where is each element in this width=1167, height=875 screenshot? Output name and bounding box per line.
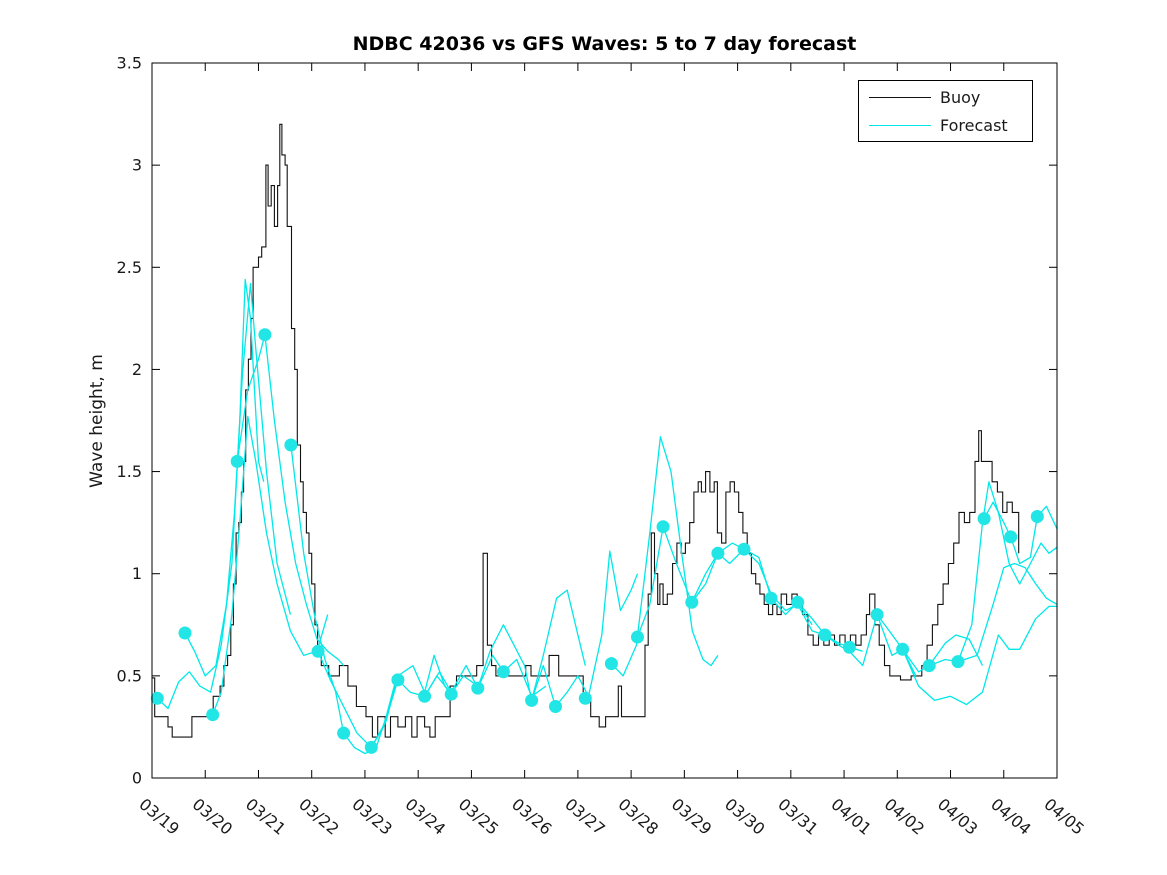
forecast-markers — [150, 328, 1044, 754]
axes — [151, 62, 1058, 779]
y-tick-label: 3.5 — [117, 54, 142, 73]
buoy-series-line — [152, 123, 1020, 738]
forecast-marker — [150, 691, 164, 705]
x-tick-label: 03/24 — [402, 795, 450, 839]
x-tick-label: 03/28 — [615, 795, 663, 839]
forecast-marker — [284, 438, 298, 452]
x-tick-label: 04/04 — [987, 795, 1035, 839]
forecast-series-line-1 — [184, 282, 292, 677]
forecast-marker — [418, 689, 432, 703]
buoy-line-swatch — [869, 96, 931, 98]
forecast-series-line-18 — [983, 501, 1058, 565]
y-axis-title: Wave height, m — [87, 354, 107, 488]
forecast-marker — [496, 665, 510, 679]
chart-title: NDBC 42036 vs GFS Waves: 5 to 7 day fore… — [352, 33, 857, 55]
forecast-marker — [549, 700, 562, 713]
y-tick-labels: 0 0.5 1 1.5 2 2.5 3 3.5 — [117, 54, 142, 788]
forecast-series-line-16 — [902, 605, 1057, 706]
forecast-marker — [842, 640, 856, 654]
forecast-marker — [258, 328, 272, 342]
forecast-series-line-10 — [610, 436, 719, 677]
x-tick-label: 03/27 — [561, 795, 609, 839]
x-tick-labels: 03/19 03/20 03/21 03/22 03/23 03/24 03/25 03/26… — [135, 795, 1088, 839]
forecast-marker — [977, 512, 991, 526]
forecast-marker — [737, 542, 751, 556]
forecast-series-line-3 — [236, 334, 345, 667]
forecast-marker — [578, 691, 592, 705]
forecast-marker — [685, 595, 699, 609]
forecast-series-line-0 — [156, 278, 265, 710]
forecast-series-line-12 — [691, 542, 813, 626]
x-tick-label: 03/21 — [242, 795, 290, 839]
x-tick-label: 04/03 — [934, 795, 982, 839]
x-tick-label: 03/30 — [721, 795, 769, 839]
x-tick-label: 03/29 — [668, 795, 716, 839]
forecast-marker — [656, 520, 670, 534]
forecast-series-line-19 — [957, 562, 1058, 663]
forecast-marker — [364, 740, 378, 754]
y-tick-label: 1.5 — [117, 462, 142, 481]
forecast-marker — [631, 630, 644, 644]
x-tick-label: 03/26 — [508, 795, 556, 839]
forecast-marker — [178, 626, 192, 640]
x-tick-label: 03/22 — [295, 795, 343, 839]
x-tick-label: 04/02 — [881, 795, 929, 839]
forecast-marker — [818, 628, 832, 642]
forecast-marker — [951, 655, 965, 669]
x-tick-label: 03/20 — [189, 795, 237, 839]
x-tick-label: 03/31 — [774, 795, 822, 839]
legend-label-buoy: Buoy — [940, 87, 981, 107]
y-tick-label: 0 — [132, 769, 142, 788]
y-tick-label: 2 — [132, 360, 142, 379]
forecast-marker — [337, 726, 351, 740]
forecast-marker — [1004, 530, 1018, 544]
forecast-marker — [764, 591, 778, 605]
forecast-series-line-9 — [530, 550, 639, 708]
forecast-marker — [471, 681, 485, 695]
forecast-marker — [922, 659, 936, 673]
x-tick-label: 03/19 — [135, 795, 183, 839]
forecast-marker — [206, 708, 220, 722]
forecast-marker — [444, 687, 458, 701]
legend-box: Buoy Forecast — [858, 80, 1033, 142]
forecast-series-line-14 — [797, 601, 917, 677]
y-tick-label: 1 — [132, 564, 142, 583]
forecast-series-line-8 — [477, 589, 586, 702]
forecast-marker — [230, 454, 244, 468]
y-tick-label: 3 — [132, 156, 142, 175]
forecast-line-swatch — [869, 124, 931, 126]
x-tick-label: 03/23 — [348, 795, 396, 839]
x-tick-label: 04/01 — [827, 795, 875, 839]
forecast-marker — [870, 608, 884, 622]
legend-row-buoy: Buoy — [859, 86, 1032, 108]
forecast-marker — [711, 546, 725, 560]
forecast-marker — [311, 644, 325, 658]
x-tick-label: 03/25 — [455, 795, 503, 839]
forecast-marker — [1030, 510, 1044, 523]
forecast-marker — [791, 595, 805, 609]
x-tick-label: 04/05 — [1040, 795, 1088, 839]
forecast-marker — [391, 673, 405, 687]
forecast-series-line-7 — [424, 654, 547, 697]
forecast-series-line-2 — [212, 415, 329, 715]
series-layer — [152, 123, 1058, 755]
plot-border — [151, 62, 1058, 779]
forecast-marker — [604, 657, 618, 671]
y-tick-label: 0.5 — [117, 666, 142, 685]
legend-label-forecast: Forecast — [940, 115, 1008, 135]
forecast-series-line-6 — [370, 654, 479, 748]
y-tick-label: 2.5 — [117, 258, 142, 277]
forecast-marker — [896, 642, 910, 656]
forecast-marker — [525, 693, 539, 707]
legend-row-forecast: Forecast — [859, 114, 1032, 136]
